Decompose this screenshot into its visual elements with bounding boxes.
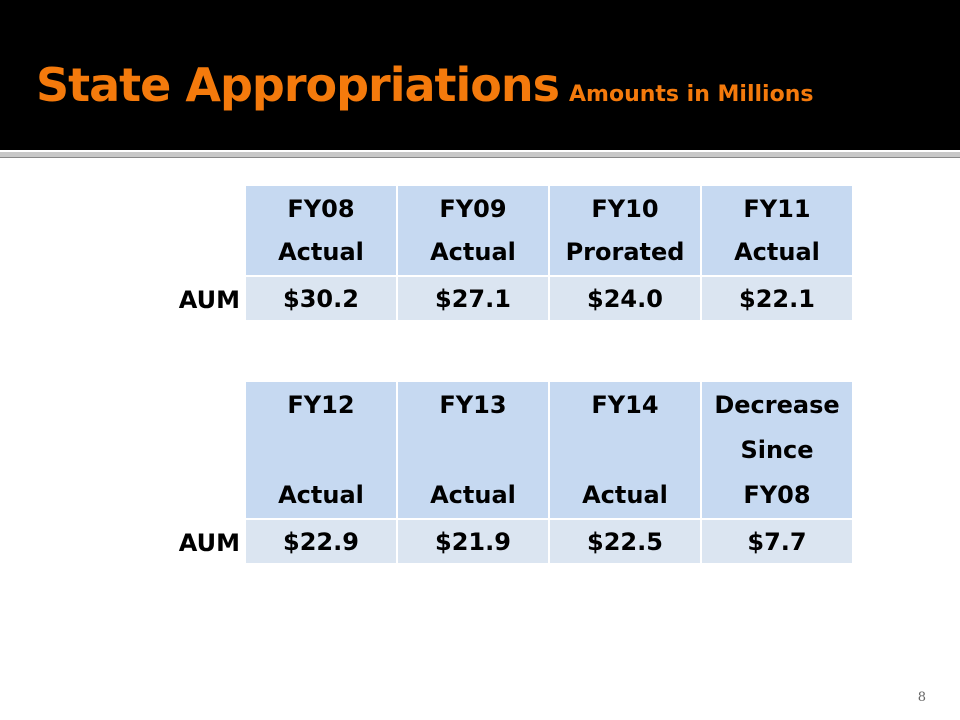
header-cell: FY14 Actual bbox=[548, 380, 702, 520]
value-cell: $27.1 bbox=[396, 275, 550, 322]
header-line: Actual bbox=[278, 238, 364, 266]
header-band: State Appropriations Amounts in Millions bbox=[0, 0, 960, 150]
header-row: AUM FY12 Actual FY13 Actual FY14 Actual Decreas… bbox=[112, 380, 854, 565]
header-cell: FY09 Actual bbox=[396, 184, 550, 277]
header-line: Actual bbox=[430, 238, 516, 266]
header-row: AUM FY08 Actual FY09 Actual FY10 Prorated FY11 A… bbox=[112, 184, 854, 322]
header-text: FY08 Actual bbox=[246, 186, 396, 275]
value-cell: $22.9 bbox=[244, 518, 398, 565]
header-line: FY10 bbox=[591, 195, 659, 223]
subtitle: Amounts in Millions bbox=[569, 82, 814, 107]
title-line: State Appropriations Amounts in Millions bbox=[36, 58, 813, 112]
header-text: FY11 Actual bbox=[702, 186, 852, 275]
value-cell: $7.7 bbox=[700, 518, 854, 565]
header-line: FY13 bbox=[439, 391, 507, 419]
table: AUM FY12 Actual FY13 Actual FY14 Actual Decreas… bbox=[112, 380, 854, 565]
header-line: FY11 bbox=[743, 195, 811, 223]
header-text: FY14 Actual bbox=[550, 382, 700, 518]
header-line: FY08 bbox=[743, 481, 811, 509]
header-text: FY12 Actual bbox=[246, 382, 396, 518]
value-cell: $22.5 bbox=[548, 518, 702, 565]
header-cell: FY10 Prorated bbox=[548, 184, 702, 277]
header-line: Actual bbox=[734, 238, 820, 266]
value-row: $30.2 $27.1 $24.0 $22.1 bbox=[113, 275, 854, 322]
header-line: FY09 bbox=[439, 195, 507, 223]
header-line: FY14 bbox=[591, 391, 659, 419]
value-cell: $21.9 bbox=[396, 518, 550, 565]
value-row: $22.9 $21.9 $22.5 $7.7 bbox=[113, 518, 854, 565]
header-line: Actual bbox=[278, 481, 364, 509]
header-line: FY08 bbox=[287, 195, 355, 223]
header-cell: FY11 Actual bbox=[700, 184, 854, 277]
value-cell: $24.0 bbox=[548, 275, 702, 322]
header-cell: FY13 Actual bbox=[396, 380, 550, 520]
title: State Appropriations bbox=[36, 58, 560, 112]
page-number: 8 bbox=[917, 690, 926, 705]
table: AUM FY08 Actual FY09 Actual FY10 Prorated FY11 A… bbox=[112, 184, 854, 322]
header-line: Actual bbox=[582, 481, 668, 509]
header-line: Decrease bbox=[714, 391, 840, 419]
value-cell: $22.1 bbox=[700, 275, 854, 322]
header-cell: FY12 Actual bbox=[244, 380, 398, 520]
header-line: Prorated bbox=[565, 238, 685, 266]
header-text: FY13 Actual bbox=[398, 382, 548, 518]
value-cell: $30.2 bbox=[244, 275, 398, 322]
header-cell: Decrease Since FY08 bbox=[700, 380, 854, 520]
header-cell: FY08 Actual bbox=[244, 184, 398, 277]
header-line: Actual bbox=[430, 481, 516, 509]
header-text: Decrease Since FY08 bbox=[702, 382, 852, 518]
header-line: FY12 bbox=[287, 391, 355, 419]
header-text: FY10 Prorated bbox=[550, 186, 700, 275]
header-line: Since bbox=[740, 436, 814, 464]
row-label: AUM bbox=[112, 184, 245, 322]
row-label: AUM bbox=[112, 380, 245, 565]
divider bbox=[0, 152, 960, 158]
header-text: FY09 Actual bbox=[398, 186, 548, 275]
